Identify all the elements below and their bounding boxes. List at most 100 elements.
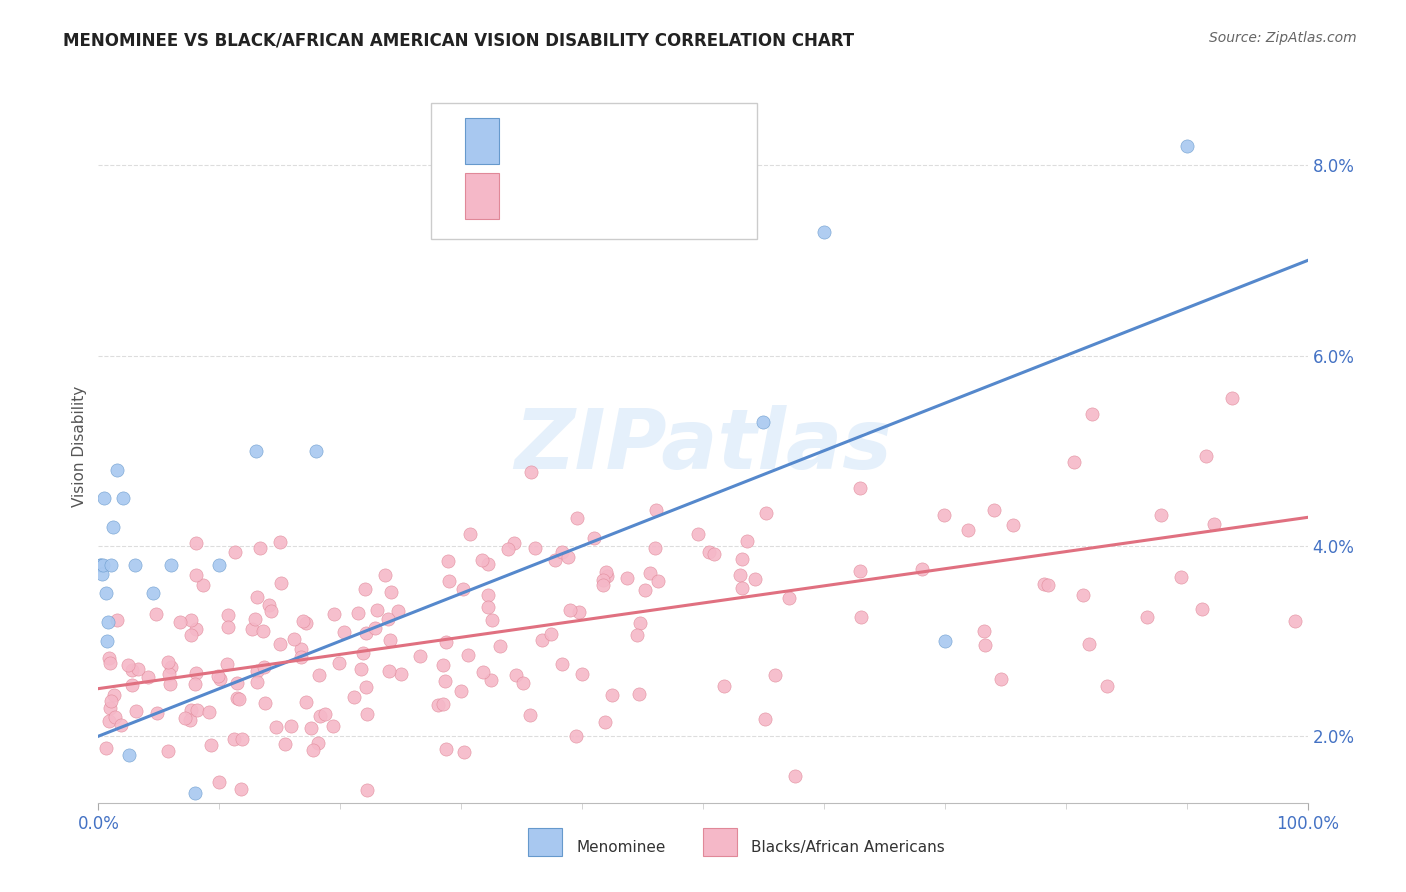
Point	[1071, 588, 1094, 602]
Point	[592, 577, 614, 591]
Point	[160, 660, 183, 674]
Point	[765, 667, 787, 681]
Point	[1150, 508, 1173, 522]
Point	[735, 534, 758, 549]
Text: R = 0.741: R = 0.741	[520, 187, 610, 205]
Point	[193, 578, 215, 592]
Point	[328, 656, 350, 670]
Point	[302, 743, 325, 757]
Point	[387, 604, 409, 618]
Point	[512, 676, 534, 690]
Point	[505, 668, 527, 682]
Point	[94, 586, 117, 600]
Point	[253, 696, 276, 710]
Point	[531, 633, 554, 648]
Point	[184, 786, 207, 800]
Point	[353, 582, 375, 597]
Point	[378, 633, 401, 648]
Point	[224, 545, 246, 559]
Point	[551, 545, 574, 559]
Point	[295, 616, 318, 631]
Point	[98, 700, 121, 714]
Text: N = 198: N = 198	[636, 187, 716, 205]
Point	[307, 736, 329, 750]
Point	[269, 637, 291, 651]
Point	[477, 588, 499, 602]
Point	[752, 415, 775, 429]
Point	[595, 565, 617, 579]
Point	[730, 568, 752, 582]
Text: ZIPatlas: ZIPatlas	[515, 406, 891, 486]
Point	[911, 562, 934, 576]
Point	[121, 663, 143, 677]
Point	[364, 621, 387, 635]
Text: R = 0.713: R = 0.713	[520, 132, 610, 150]
Point	[755, 506, 778, 520]
Point	[91, 558, 114, 572]
Point	[481, 613, 503, 627]
Point	[127, 662, 149, 676]
Point	[322, 607, 344, 621]
Point	[290, 650, 312, 665]
Point	[231, 731, 253, 746]
Point	[350, 662, 373, 676]
Point	[333, 624, 356, 639]
Point	[257, 598, 280, 612]
Point	[98, 650, 121, 665]
FancyBboxPatch shape	[432, 103, 758, 239]
Point	[1170, 570, 1192, 584]
Point	[600, 688, 623, 702]
Point	[198, 706, 221, 720]
Point	[200, 739, 222, 753]
Point	[697, 545, 720, 559]
Point	[186, 703, 208, 717]
Point	[118, 748, 141, 763]
Point	[582, 531, 605, 545]
Point	[274, 737, 297, 751]
Point	[309, 708, 332, 723]
Point	[778, 591, 800, 605]
Point	[957, 524, 980, 538]
Point	[523, 541, 546, 555]
Point	[299, 722, 322, 736]
Point	[222, 731, 245, 746]
Point	[644, 503, 666, 517]
Point	[157, 667, 180, 681]
Point	[983, 503, 1005, 517]
Point	[477, 600, 499, 615]
Point	[93, 491, 115, 506]
Point	[136, 670, 159, 684]
Point	[1284, 614, 1306, 628]
Point	[540, 627, 562, 641]
FancyBboxPatch shape	[703, 828, 737, 856]
Point	[502, 536, 524, 550]
Point	[730, 552, 752, 566]
Point	[124, 558, 146, 572]
Text: N =  24: N = 24	[636, 132, 709, 150]
Point	[352, 646, 374, 660]
Point	[145, 607, 167, 621]
Point	[647, 574, 669, 588]
Point	[228, 692, 250, 706]
Point	[245, 443, 267, 458]
Point	[520, 465, 543, 479]
Point	[354, 680, 377, 694]
Point	[638, 566, 661, 580]
Point	[249, 541, 271, 555]
Point	[1063, 455, 1085, 469]
Point	[713, 679, 735, 693]
Point	[1195, 449, 1218, 463]
Point	[1033, 577, 1056, 591]
Point	[436, 554, 458, 568]
Point	[634, 583, 657, 598]
Point	[437, 574, 460, 589]
Point	[934, 634, 956, 648]
Point	[103, 688, 125, 702]
Point	[688, 527, 710, 541]
Point	[208, 672, 231, 686]
Point	[593, 714, 616, 729]
Point	[280, 719, 302, 733]
Point	[305, 443, 328, 458]
Point	[246, 590, 269, 604]
Point	[434, 741, 457, 756]
